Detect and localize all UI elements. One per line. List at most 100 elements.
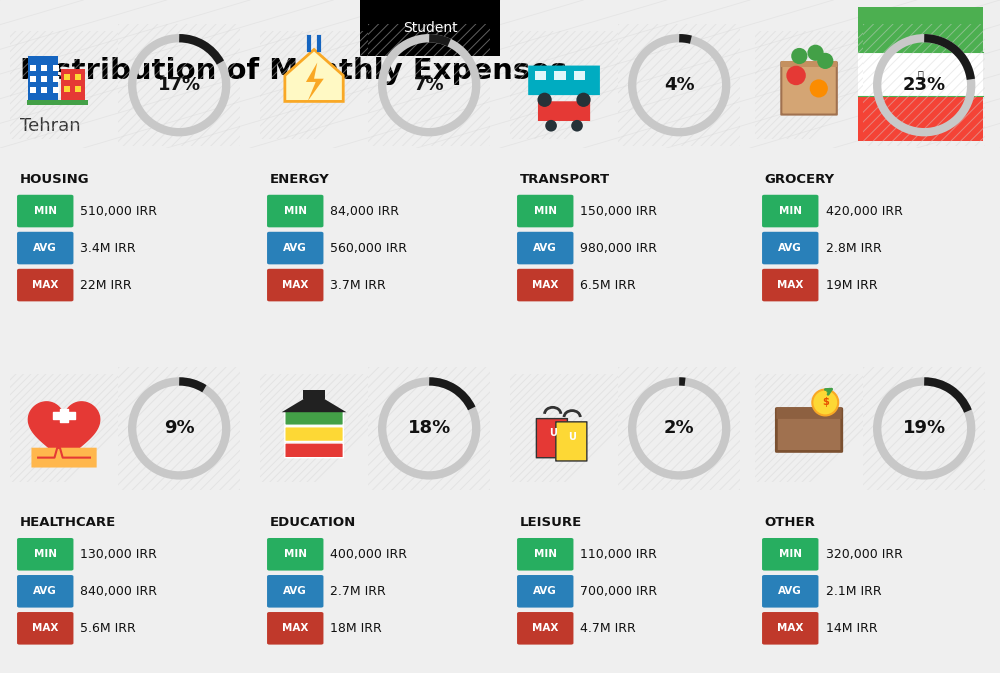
FancyBboxPatch shape — [303, 390, 325, 399]
FancyBboxPatch shape — [267, 538, 323, 571]
Text: 510,000 IRR: 510,000 IRR — [80, 205, 158, 217]
Text: 320,000 IRR: 320,000 IRR — [826, 548, 902, 561]
FancyBboxPatch shape — [517, 269, 573, 302]
Text: MAX: MAX — [532, 280, 558, 290]
FancyBboxPatch shape — [64, 75, 70, 80]
Polygon shape — [285, 50, 343, 102]
Text: 150,000 IRR: 150,000 IRR — [580, 205, 658, 217]
FancyBboxPatch shape — [17, 575, 73, 608]
Text: AVG: AVG — [283, 243, 307, 253]
FancyBboxPatch shape — [285, 411, 343, 425]
Text: 400,000 IRR: 400,000 IRR — [330, 548, 408, 561]
Text: 6.5M IRR: 6.5M IRR — [580, 279, 636, 291]
FancyBboxPatch shape — [781, 61, 837, 67]
Circle shape — [786, 66, 806, 85]
Polygon shape — [28, 402, 100, 466]
Text: MIN: MIN — [284, 549, 307, 559]
FancyBboxPatch shape — [30, 87, 36, 94]
Text: AVG: AVG — [778, 586, 802, 596]
Text: MIN: MIN — [779, 206, 802, 216]
FancyBboxPatch shape — [762, 194, 818, 227]
FancyBboxPatch shape — [762, 269, 818, 302]
FancyBboxPatch shape — [554, 71, 566, 80]
Text: MIN: MIN — [534, 206, 557, 216]
Text: 18M IRR: 18M IRR — [330, 622, 382, 635]
Circle shape — [571, 120, 583, 132]
Text: MAX: MAX — [532, 623, 558, 633]
Text: AVG: AVG — [33, 243, 57, 253]
FancyBboxPatch shape — [267, 232, 323, 264]
FancyBboxPatch shape — [536, 419, 567, 458]
FancyBboxPatch shape — [858, 96, 983, 141]
Circle shape — [807, 44, 824, 61]
Text: 84,000 IRR: 84,000 IRR — [330, 205, 400, 217]
Circle shape — [812, 390, 838, 415]
Text: TRANSPORT: TRANSPORT — [519, 172, 610, 186]
Text: AVG: AVG — [33, 586, 57, 596]
FancyBboxPatch shape — [776, 409, 842, 452]
Text: 130,000 IRR: 130,000 IRR — [80, 548, 157, 561]
Text: GROCERY: GROCERY — [764, 172, 835, 186]
Text: MAX: MAX — [777, 623, 803, 633]
Text: 22M IRR: 22M IRR — [80, 279, 132, 291]
Text: LEISURE: LEISURE — [519, 516, 582, 529]
Text: $: $ — [822, 398, 829, 407]
Text: MAX: MAX — [777, 280, 803, 290]
Text: MIN: MIN — [534, 549, 557, 559]
FancyBboxPatch shape — [517, 194, 573, 227]
Text: 110,000 IRR: 110,000 IRR — [580, 548, 657, 561]
Text: MIN: MIN — [779, 549, 802, 559]
FancyBboxPatch shape — [762, 538, 818, 571]
Text: HOUSING: HOUSING — [19, 172, 89, 186]
Circle shape — [576, 93, 591, 107]
Text: MAX: MAX — [32, 280, 58, 290]
FancyBboxPatch shape — [285, 443, 343, 458]
FancyBboxPatch shape — [41, 87, 47, 94]
Text: MAX: MAX — [282, 623, 308, 633]
Text: HEALTHCARE: HEALTHCARE — [19, 516, 116, 529]
FancyBboxPatch shape — [517, 232, 573, 264]
Text: MAX: MAX — [282, 280, 308, 290]
FancyBboxPatch shape — [360, 0, 500, 57]
FancyBboxPatch shape — [517, 538, 573, 571]
Text: 2.7M IRR: 2.7M IRR — [330, 585, 386, 598]
Text: 2%: 2% — [664, 419, 695, 437]
FancyBboxPatch shape — [776, 407, 842, 419]
Text: EDUCATION: EDUCATION — [269, 516, 356, 529]
Text: 840,000 IRR: 840,000 IRR — [80, 585, 158, 598]
FancyBboxPatch shape — [75, 86, 81, 92]
Text: 7%: 7% — [414, 76, 445, 94]
Text: 19%: 19% — [903, 419, 946, 437]
Text: ENERGY: ENERGY — [269, 172, 329, 186]
Circle shape — [810, 79, 828, 98]
FancyBboxPatch shape — [17, 538, 73, 571]
Text: 420,000 IRR: 420,000 IRR — [826, 205, 902, 217]
FancyBboxPatch shape — [535, 71, 546, 80]
FancyBboxPatch shape — [762, 232, 818, 264]
Text: Tehran: Tehran — [20, 117, 81, 135]
Text: AVG: AVG — [778, 243, 802, 253]
FancyBboxPatch shape — [27, 100, 88, 105]
FancyBboxPatch shape — [17, 232, 73, 264]
FancyBboxPatch shape — [53, 76, 59, 82]
FancyBboxPatch shape — [31, 448, 97, 468]
FancyBboxPatch shape — [61, 69, 85, 102]
Text: 17%: 17% — [158, 76, 201, 94]
FancyBboxPatch shape — [75, 75, 81, 80]
Text: MIN: MIN — [34, 549, 57, 559]
FancyBboxPatch shape — [556, 422, 587, 461]
Circle shape — [817, 52, 833, 69]
Text: 980,000 IRR: 980,000 IRR — [580, 242, 658, 254]
Text: 4%: 4% — [664, 76, 695, 94]
Text: 18%: 18% — [408, 419, 451, 437]
FancyBboxPatch shape — [762, 612, 818, 645]
Text: 9%: 9% — [164, 419, 195, 437]
Text: MIN: MIN — [284, 206, 307, 216]
FancyBboxPatch shape — [762, 575, 818, 608]
FancyBboxPatch shape — [53, 87, 59, 94]
FancyBboxPatch shape — [30, 76, 36, 82]
Text: 560,000 IRR: 560,000 IRR — [330, 242, 408, 254]
Text: 19M IRR: 19M IRR — [826, 279, 877, 291]
FancyBboxPatch shape — [858, 7, 983, 52]
FancyBboxPatch shape — [30, 65, 36, 71]
